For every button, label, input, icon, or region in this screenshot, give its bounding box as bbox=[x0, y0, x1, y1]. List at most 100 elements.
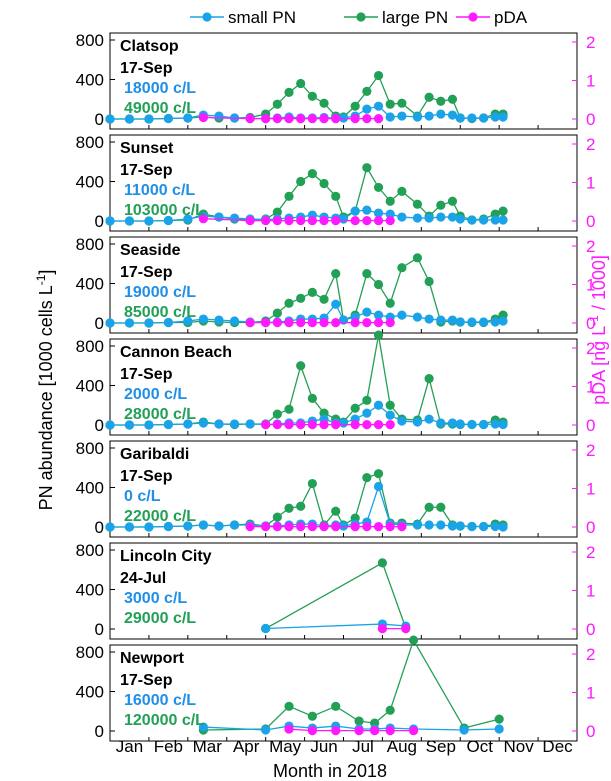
pda-point bbox=[296, 318, 306, 328]
small-pn-point bbox=[373, 400, 384, 410]
pda-point bbox=[245, 318, 255, 328]
pda-point bbox=[331, 318, 341, 328]
x-tick-label: Dec bbox=[542, 737, 573, 756]
legend-marker-small bbox=[202, 12, 212, 22]
large-pn-point bbox=[272, 207, 282, 217]
legend-label-pda: pDA bbox=[494, 8, 528, 27]
pda-point bbox=[373, 522, 384, 532]
pda-point bbox=[284, 318, 294, 328]
x-tick-label: Nov bbox=[504, 737, 535, 756]
large-pn-point bbox=[296, 361, 306, 371]
panel-lincoln-city: 0 400 800 0 1 2 Lincoln City 24-Jul 3000 c/L 2900… bbox=[76, 541, 595, 640]
large-pn-point bbox=[397, 186, 407, 196]
small-pn-point bbox=[397, 111, 407, 121]
small-pn-point bbox=[412, 213, 423, 223]
small-pn-point bbox=[424, 314, 434, 324]
panel-cannon-beach: 0 400 800 0 1 2 Cannon Beach 17-Sep 2000 c/L 2800… bbox=[76, 330, 595, 436]
small-pn-value: 0 c/L bbox=[124, 488, 161, 505]
y-right-tick-label: 1 bbox=[586, 276, 595, 295]
large-pn-point bbox=[362, 163, 372, 173]
pda-point bbox=[272, 216, 282, 226]
y-right-axis-title: pDA [ng L-1 / 1000] bbox=[587, 255, 609, 405]
pda-point bbox=[385, 216, 395, 226]
pda-point bbox=[198, 112, 208, 123]
panel-newport: 0 400 800 0 1 2 Newport 17-Sep 16000 c/L 120000 c… bbox=[76, 635, 595, 742]
pda-point bbox=[373, 420, 384, 430]
sample-date: 17-Sep bbox=[120, 60, 173, 77]
x-tick-label: Feb bbox=[154, 737, 183, 756]
small-pn-point bbox=[424, 414, 434, 424]
station-name: Newport bbox=[120, 650, 185, 667]
small-pn-point bbox=[124, 420, 135, 430]
small-pn-point bbox=[479, 317, 489, 327]
small-pn-point bbox=[105, 114, 115, 124]
pda-point bbox=[408, 726, 419, 736]
sample-date: 17-Sep bbox=[120, 162, 173, 179]
large-pn-point bbox=[331, 701, 341, 711]
small-pn-point bbox=[144, 420, 154, 430]
pda-point bbox=[296, 522, 306, 532]
sample-date: 17-Sep bbox=[120, 672, 173, 689]
sample-date: 17-Sep bbox=[120, 468, 173, 485]
x-tick-label: Aug bbox=[387, 737, 417, 756]
large-pn-point bbox=[307, 169, 317, 179]
y-right-tick-label: 2 bbox=[586, 441, 595, 460]
pda-point bbox=[350, 216, 360, 226]
pda-point bbox=[331, 114, 341, 124]
small-pn-value: 11000 c/L bbox=[124, 182, 195, 199]
large-pn-point bbox=[307, 91, 317, 101]
y-right-tick-label: 1 bbox=[586, 582, 595, 601]
small-pn-point bbox=[479, 521, 489, 532]
pda-point bbox=[385, 522, 395, 532]
large-pn-point bbox=[307, 711, 317, 721]
x-tick-label: Jul bbox=[352, 737, 374, 756]
large-pn-point bbox=[424, 373, 434, 384]
small-pn-point bbox=[397, 212, 407, 222]
small-pn-point bbox=[144, 114, 154, 124]
large-pn-point bbox=[498, 206, 508, 216]
x-tick-label: May bbox=[269, 737, 302, 756]
large-pn-point bbox=[436, 200, 446, 210]
legend-marker-large bbox=[356, 12, 366, 22]
small-pn-point bbox=[397, 310, 407, 320]
small-pn-point bbox=[362, 104, 372, 114]
pda-point bbox=[261, 318, 271, 328]
small-pn-value: 2000 c/L bbox=[124, 386, 187, 403]
small-pn-point bbox=[447, 212, 458, 222]
small-pn-value: 18000 c/L bbox=[124, 80, 196, 97]
large-pn-point bbox=[373, 279, 384, 290]
x-tick-label: Jun bbox=[310, 737, 337, 756]
pda-point bbox=[284, 420, 294, 430]
large-pn-value: 103000 c/L bbox=[124, 202, 205, 219]
small-pn-point bbox=[412, 312, 423, 322]
small-pn-point bbox=[467, 419, 477, 430]
large-pn-point bbox=[296, 78, 306, 89]
y-left-tick-label: 800 bbox=[76, 439, 104, 458]
small-pn-point bbox=[498, 316, 508, 326]
small-pn-point bbox=[498, 419, 508, 430]
pda-point bbox=[397, 522, 407, 532]
small-pn-point bbox=[459, 725, 469, 735]
y-left-tick-label: 0 bbox=[95, 620, 104, 639]
large-pn-point bbox=[284, 298, 294, 308]
small-pn-point bbox=[436, 520, 446, 530]
pda-point bbox=[350, 114, 360, 124]
small-pn-point bbox=[447, 521, 458, 531]
large-pn-point bbox=[447, 196, 458, 206]
small-pn-point bbox=[373, 310, 384, 320]
y-right-tick-label: 0 bbox=[586, 518, 595, 537]
y-left-tick-label: 800 bbox=[76, 337, 104, 356]
small-pn-point bbox=[455, 214, 465, 224]
pda-point bbox=[362, 318, 372, 328]
y-right-tick-label: 0 bbox=[586, 314, 595, 333]
small-pn-point bbox=[105, 420, 115, 430]
y-left-tick-label: 0 bbox=[95, 212, 104, 231]
small-pn-point bbox=[436, 109, 446, 119]
large-pn-line bbox=[265, 561, 407, 630]
pda-point bbox=[307, 726, 317, 736]
pda-point bbox=[307, 318, 317, 328]
small-pn-point bbox=[373, 101, 384, 111]
pda-point bbox=[350, 318, 360, 328]
large-pn-point bbox=[436, 502, 446, 512]
y-left-tick-label: 0 bbox=[95, 518, 104, 537]
